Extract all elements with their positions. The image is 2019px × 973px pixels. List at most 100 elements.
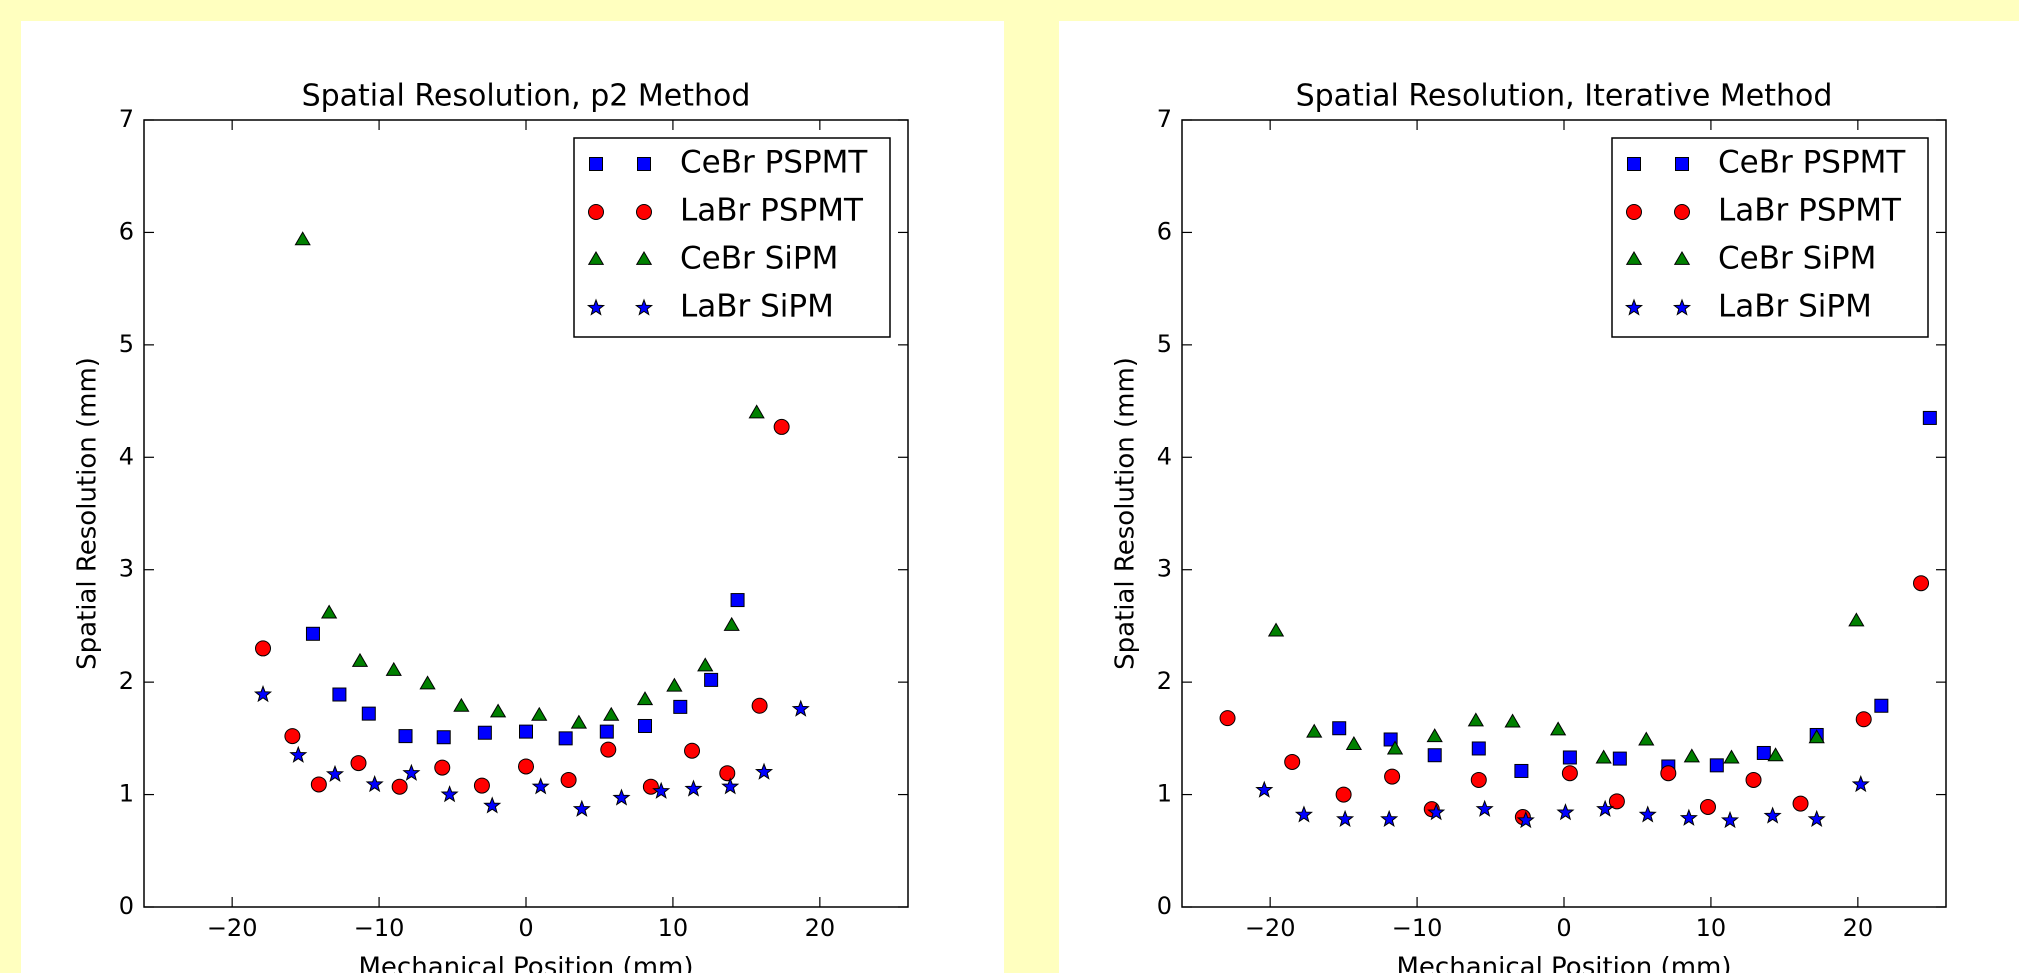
y-tick-label: 3	[119, 555, 134, 583]
point	[636, 691, 654, 706]
x-tick-label: 10	[658, 914, 689, 942]
y-tick-label: 7	[119, 105, 134, 133]
x-tick-label: 20	[1843, 914, 1874, 942]
point	[1294, 805, 1313, 823]
legend-marker	[1673, 250, 1691, 265]
point	[558, 731, 573, 746]
point	[1763, 806, 1782, 824]
point	[1767, 747, 1784, 762]
legend-marker	[1674, 204, 1690, 220]
point	[751, 697, 768, 714]
point	[1475, 799, 1494, 817]
point	[572, 799, 591, 817]
legend-marker	[586, 298, 606, 316]
point	[1255, 780, 1274, 798]
point	[473, 777, 490, 794]
y-tick-label: 4	[119, 442, 134, 470]
point	[1723, 749, 1740, 764]
y-tick-label: 6	[1157, 217, 1172, 245]
point	[325, 764, 345, 783]
point	[1386, 740, 1404, 755]
point	[1699, 798, 1716, 815]
point	[419, 675, 436, 690]
point	[483, 796, 502, 814]
point	[1306, 723, 1323, 738]
y-tick-label: 0	[1157, 892, 1172, 920]
point	[1427, 748, 1442, 763]
x-axis-label: Mechanical Position (mm)	[1397, 953, 1732, 973]
legend-label: CeBr PSPMT	[680, 145, 868, 181]
point	[1679, 808, 1698, 826]
legend-label: LaBr SiPM	[1718, 289, 1872, 325]
point	[305, 626, 320, 641]
point	[1284, 753, 1301, 770]
y-tick-label: 3	[1157, 555, 1172, 583]
point	[1851, 774, 1870, 793]
legend-frame	[1611, 137, 1929, 338]
point	[1470, 771, 1487, 788]
point	[440, 785, 459, 803]
point	[1562, 750, 1577, 765]
legend-label: CeBr SiPM	[680, 241, 838, 277]
point	[1426, 728, 1443, 743]
point	[603, 706, 620, 721]
y-tick-label: 2	[119, 667, 134, 695]
point	[351, 652, 369, 667]
plot-frame	[1181, 119, 1947, 908]
point	[754, 762, 774, 780]
chart: Spatial Resolution, Iterative Method Mech…	[1111, 79, 1947, 973]
x-tick-label: 0	[518, 914, 533, 942]
point	[642, 778, 659, 795]
legend-marker	[1672, 298, 1692, 316]
point	[721, 777, 740, 795]
point	[791, 699, 810, 717]
point	[434, 759, 451, 776]
point	[1756, 745, 1771, 760]
point	[391, 778, 408, 795]
point	[284, 728, 301, 745]
legend-marker	[587, 250, 605, 265]
chart: Spatial Resolution, p2 Method Mechanical …	[73, 79, 909, 973]
point	[600, 741, 617, 758]
point	[666, 677, 683, 692]
point	[1556, 803, 1575, 821]
y-axis-label: Spatial Resolution (mm)	[1111, 357, 1141, 670]
point	[697, 657, 714, 672]
legend-marker	[1626, 204, 1642, 220]
point	[773, 418, 790, 435]
point	[1608, 793, 1625, 810]
point	[730, 593, 745, 608]
point	[1792, 795, 1809, 812]
y-tick-label: 5	[119, 330, 134, 358]
point	[1267, 622, 1285, 637]
legend-marker	[589, 157, 603, 171]
point	[365, 774, 384, 793]
point	[1504, 713, 1521, 728]
point	[704, 672, 719, 687]
point	[253, 685, 273, 703]
point	[1335, 786, 1352, 803]
point	[1336, 809, 1355, 827]
legend-label: CeBr PSPMT	[1718, 145, 1906, 181]
point	[684, 742, 701, 759]
point	[719, 765, 736, 782]
point	[1683, 748, 1700, 763]
point	[519, 724, 533, 739]
point	[1467, 712, 1484, 727]
legend-marker	[1624, 298, 1644, 316]
legend-marker	[1627, 157, 1641, 171]
y-axis-label: Spatial Resolution (mm)	[73, 357, 103, 670]
x-tick-label: 0	[1556, 914, 1571, 942]
point	[385, 661, 402, 676]
point	[1332, 721, 1347, 736]
point	[531, 777, 550, 795]
point	[612, 788, 631, 806]
legend-marker	[636, 204, 652, 220]
x-axis-label: Mechanical Position (mm)	[359, 953, 694, 973]
point	[1638, 731, 1655, 746]
legend-marker	[1625, 250, 1643, 265]
point	[321, 604, 338, 619]
point	[310, 776, 327, 793]
point	[1561, 765, 1578, 782]
